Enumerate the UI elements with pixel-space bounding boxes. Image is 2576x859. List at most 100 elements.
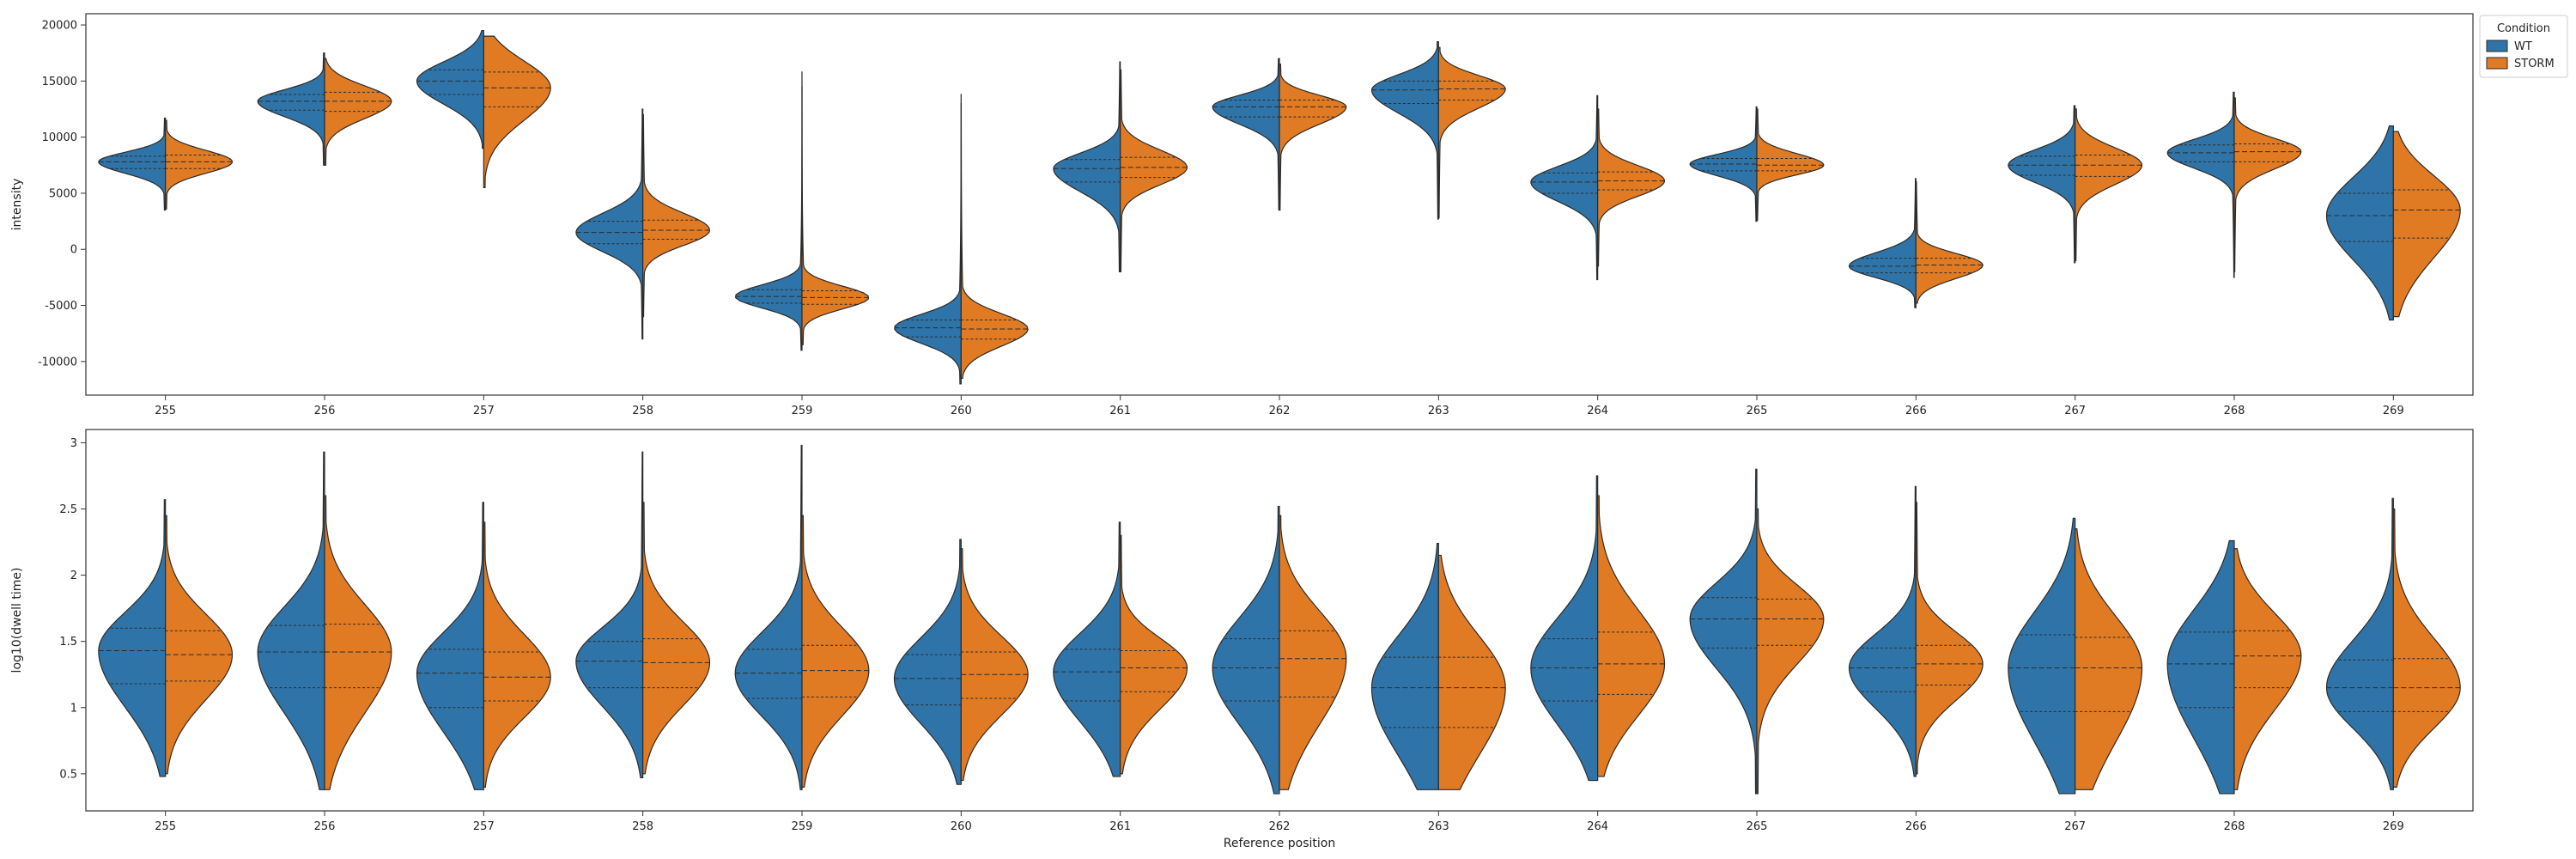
y-tick-label: 2.5 (59, 503, 77, 516)
violin-half-storm (1437, 46, 1506, 219)
y-axis-label: intensity (10, 179, 24, 231)
x-tick-label: 269 (2383, 405, 2404, 417)
y-axis-label: log10(dwell time) (10, 568, 24, 673)
x-tick-label: 260 (951, 820, 972, 833)
violin-half-wt (1212, 505, 1280, 795)
violin-half-storm (801, 515, 870, 788)
x-tick-label: 262 (1269, 405, 1291, 417)
y-tick-label: 5000 (49, 187, 77, 200)
legend-label-wt: WT (2514, 40, 2532, 53)
violin-half-wt (1370, 41, 1439, 220)
y-tick-label: 1 (70, 702, 77, 715)
y-tick-label: -10000 (38, 356, 77, 369)
violin-half-wt (257, 52, 325, 166)
x-tick-label: 268 (2224, 820, 2245, 833)
x-tick-label: 256 (314, 820, 336, 833)
x-tick-label: 267 (2064, 405, 2086, 417)
violin-half-storm (324, 58, 392, 166)
x-tick-label: 264 (1587, 820, 1608, 833)
x-tick-label: 257 (473, 820, 495, 833)
violin-half-wt (1370, 542, 1439, 790)
intensity-panel: -10000 -5000 0 5000 10000 15000 20000 255 256 257… (10, 13, 2474, 417)
x-tick-label: 255 (155, 405, 176, 417)
violin-half-storm (1756, 108, 1825, 221)
violin-half-wt (1848, 485, 1917, 777)
violin-half-wt (1053, 61, 1121, 272)
violin-half-storm (324, 495, 392, 790)
violin-half-storm (2392, 508, 2461, 788)
y-tick-label: 1.5 (59, 636, 77, 649)
violin-half-wt (1530, 475, 1599, 782)
violin-half-wt (893, 539, 962, 785)
violin-half-wt (575, 451, 644, 779)
legend-swatch-storm (2486, 57, 2508, 70)
violin-half-wt (2008, 517, 2076, 795)
y-tick-label: 3 (70, 437, 77, 450)
x-tick-label: 262 (1269, 820, 1291, 833)
violin-half-storm (1915, 502, 1984, 775)
y-tick-label: 15000 (42, 76, 77, 88)
dwell-time-panel: 0.5 1 1.5 2 2.5 3 255 256 257 258 259 260 261 262 263 2… (10, 429, 2474, 850)
violin-half-wt (416, 29, 484, 149)
x-tick-label: 263 (1428, 405, 1449, 417)
violin-half-storm (1279, 64, 1347, 211)
violin-half-storm (960, 548, 1029, 782)
violin-half-wt (1848, 178, 1917, 308)
legend-swatch-wt (2486, 40, 2508, 52)
violin-half-storm (165, 119, 234, 210)
violin-half-storm (2392, 131, 2461, 318)
violin-half-wt (575, 108, 644, 340)
violin-half-storm (1120, 69, 1188, 272)
x-tick-label: 258 (632, 820, 653, 833)
x-tick-label: 258 (632, 405, 653, 417)
x-tick-label: 261 (1109, 405, 1131, 417)
violin-half-wt (2008, 105, 2076, 264)
violin-half-storm (2075, 528, 2143, 790)
violin-half-storm (1756, 508, 1825, 795)
legend-title: Condition (2497, 22, 2550, 35)
x-tick-label: 259 (792, 405, 813, 417)
y-tick-label: -5000 (45, 300, 77, 313)
violin-half-storm (483, 521, 551, 788)
violin-half-storm (483, 35, 551, 189)
violin-half-storm (1915, 181, 1984, 304)
violin-half-storm (960, 102, 1029, 380)
y-tick-label: 2 (70, 570, 77, 582)
x-tick-label: 266 (1905, 820, 1927, 833)
x-tick-label: 269 (2383, 820, 2404, 833)
violin-half-wt (894, 94, 962, 385)
x-tick-label: 257 (473, 405, 495, 417)
x-axis-label: Reference position (1224, 837, 1335, 850)
violin-half-storm (1279, 515, 1347, 790)
violin-half-wt (1530, 94, 1599, 281)
x-tick-label: 266 (1905, 405, 1927, 417)
violin-half-storm (2233, 548, 2302, 790)
x-tick-label: 267 (2064, 820, 2086, 833)
violin-half-wt (2325, 497, 2394, 790)
y-tick-label: 0 (70, 244, 77, 257)
violin-half-wt (1689, 468, 1758, 795)
x-tick-label: 259 (792, 820, 813, 833)
violin-half-storm (642, 113, 710, 318)
legend: Condition WT STORM (2479, 15, 2568, 78)
violin-half-storm (1597, 108, 1666, 267)
violin-half-wt (257, 451, 325, 790)
x-tick-label: 260 (951, 405, 972, 417)
y-tick-label: 20000 (42, 20, 77, 33)
violin-half-wt (98, 499, 167, 777)
violin-half-wt (1212, 58, 1280, 211)
violin-half-storm (165, 515, 234, 775)
x-tick-label: 265 (1747, 405, 1768, 417)
violin-half-wt (416, 502, 484, 790)
violin-half-wt (2325, 125, 2394, 321)
violin-half-wt (2166, 91, 2235, 278)
violin-half-wt (734, 444, 803, 790)
violin-half-wt (735, 71, 803, 351)
violin-half-storm (1597, 495, 1666, 777)
violin-half-storm (642, 502, 711, 775)
y-tick-label: 10000 (42, 131, 77, 144)
violin-half-storm (2075, 108, 2143, 261)
violin-half-wt (98, 117, 167, 211)
x-tick-label: 255 (155, 820, 176, 833)
